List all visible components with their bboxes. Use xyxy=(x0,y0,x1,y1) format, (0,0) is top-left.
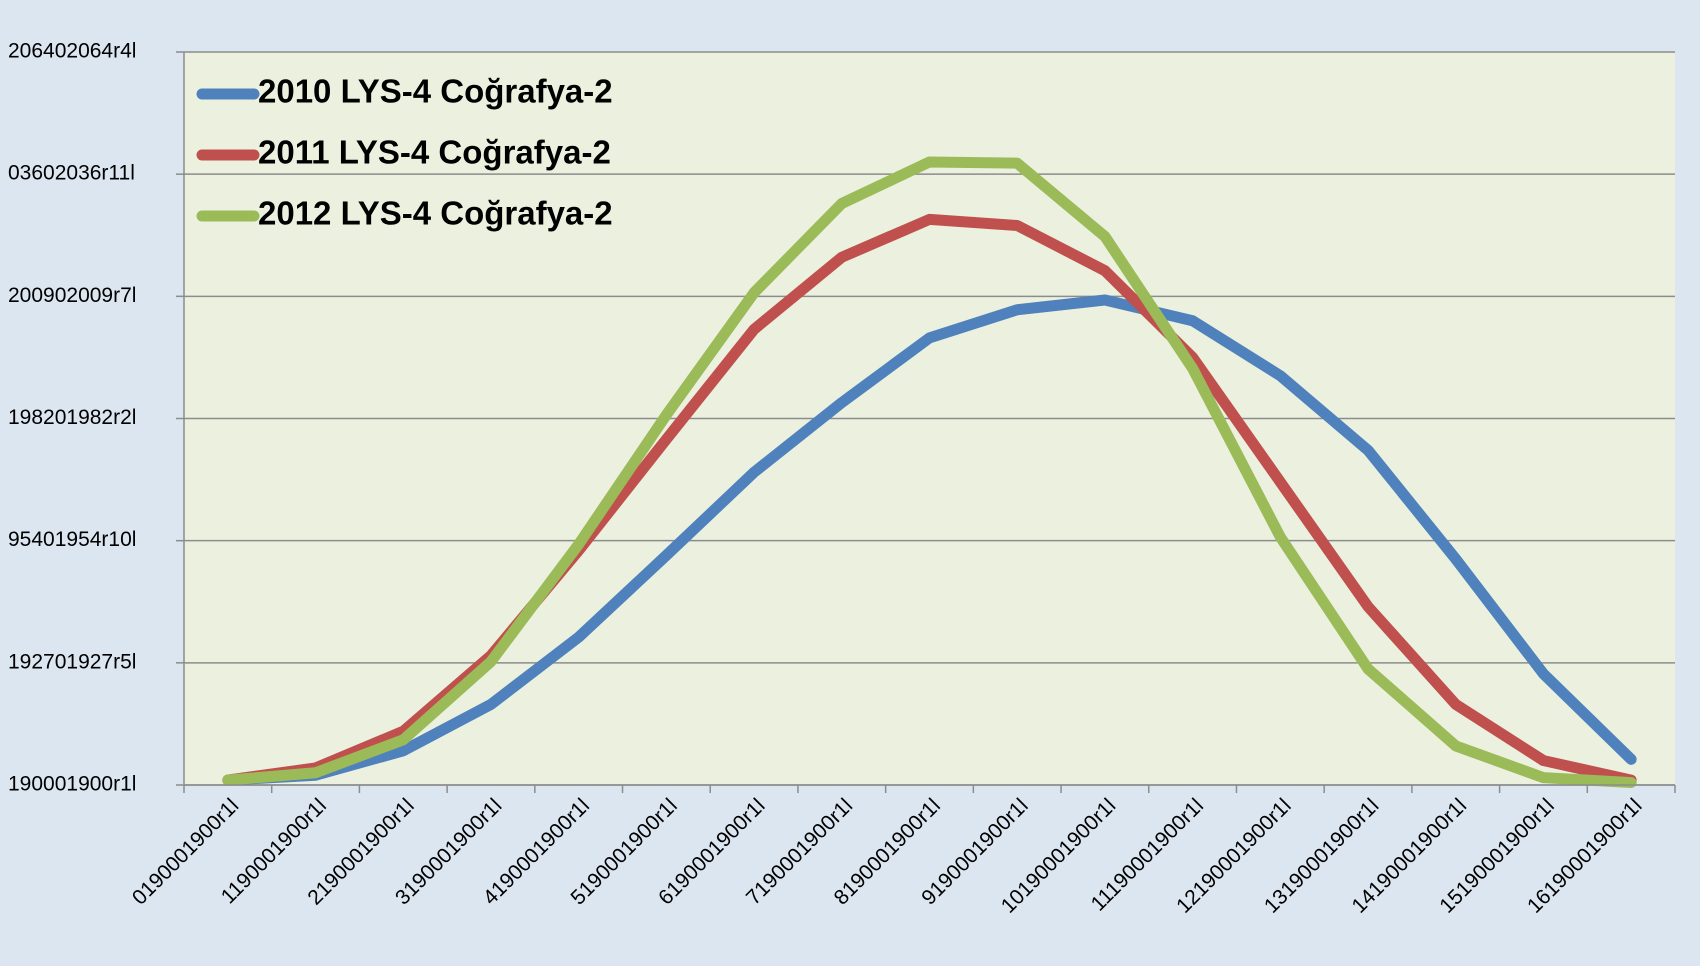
y-tick-label: 03602036r11l xyxy=(8,162,135,185)
legend-label: 2010 LYS-4 Coğrafya-2 xyxy=(258,73,613,110)
legend-label: 2012 LYS-4 Coğrafya-2 xyxy=(258,195,613,232)
y-tick-label: 192701927r5l xyxy=(8,650,136,673)
series-line xyxy=(222,294,1637,786)
series-line xyxy=(222,156,1637,789)
y-tick-label: 95401954r10l xyxy=(8,528,136,551)
y-tick-label: 200902009r7l xyxy=(8,284,136,307)
legend-label: 2011 LYS-4 Coğrafya-2 xyxy=(258,134,611,171)
y-tick-label: 206402064r4l xyxy=(8,40,136,63)
y-tick-label: 198201982r2l xyxy=(8,406,136,429)
y-tick-label: 190001900r1l xyxy=(8,773,136,796)
